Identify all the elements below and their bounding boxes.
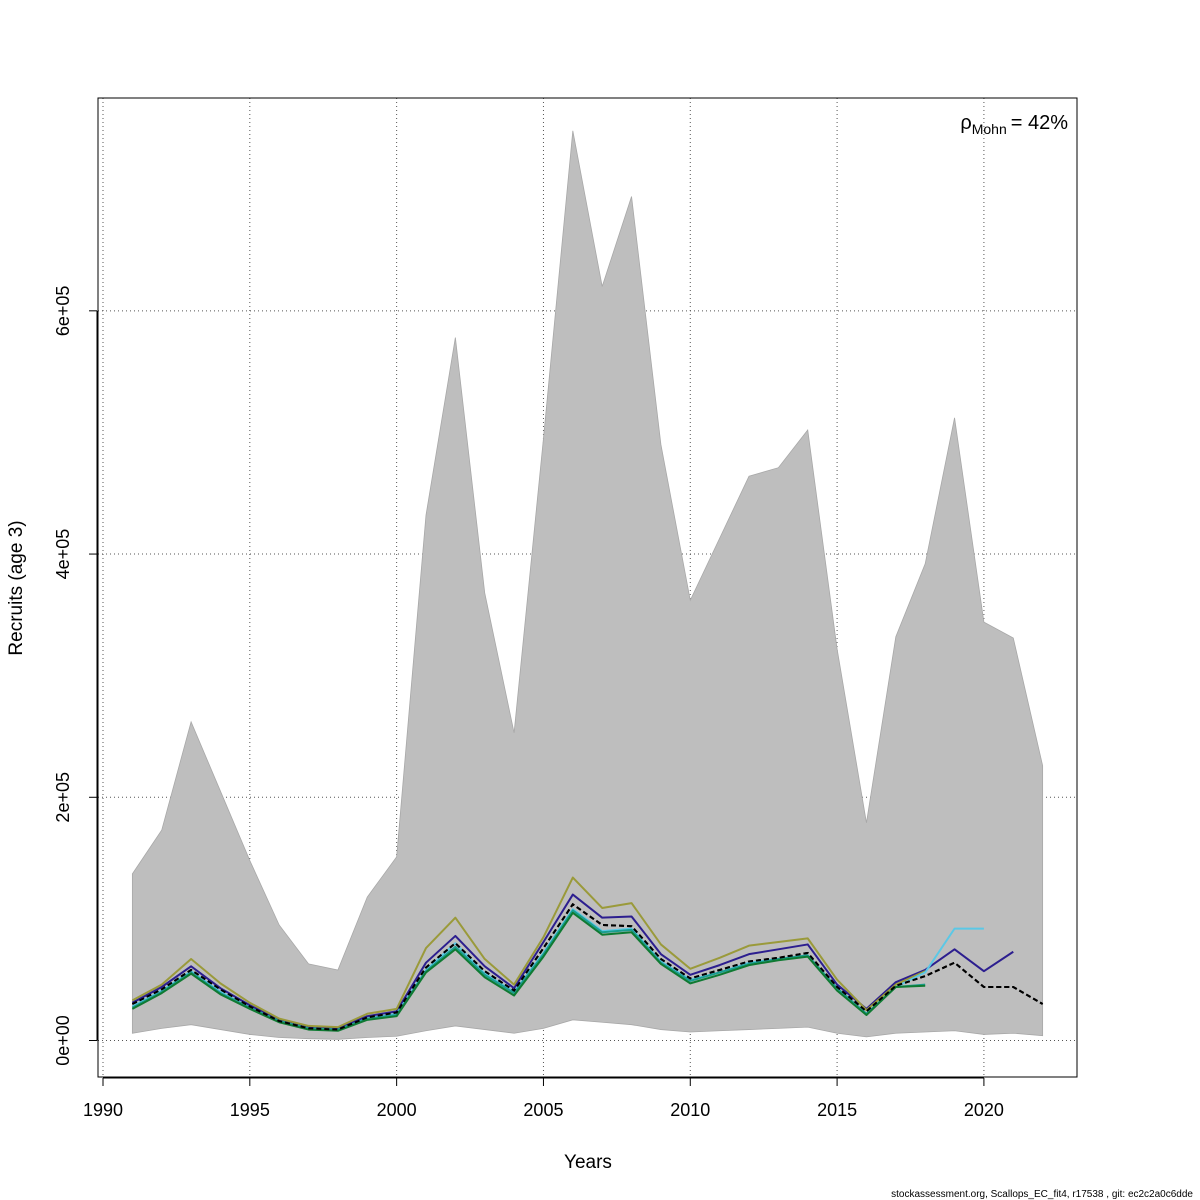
y-tick-label-2: 4e+05 (53, 529, 73, 580)
y-axis-title: Recruits (age 3) (6, 520, 27, 655)
x-tick-label-6: 2020 (964, 1100, 1004, 1120)
rho-symbol: ρ (960, 112, 971, 134)
x-tick-label-4: 2010 (670, 1100, 710, 1120)
confidence-band-area (131, 130, 1044, 1040)
footer-credit: stockassessment.org, Scallops_EC_fit4, r… (891, 1189, 1193, 1200)
series-line-5 (131, 911, 926, 1032)
x-tick-label-2: 2000 (377, 1100, 417, 1120)
y-axis: 0e+00 2e+05 4e+05 6e+05 (53, 286, 98, 1066)
rho-subscript: Mohn (972, 121, 1007, 137)
y-tick-label-3: 6e+05 (53, 286, 73, 337)
series-lines (131, 876, 1044, 1032)
x-tick-label-0: 1990 (83, 1100, 123, 1120)
x-tick-label-3: 2005 (523, 1100, 563, 1120)
x-axis: 1990 1995 2000 2005 2010 2015 2020 (83, 1077, 1004, 1120)
x-axis-title: Years (564, 1152, 612, 1173)
plot-frame (97, 97, 1078, 1078)
series-line-2 (131, 876, 926, 1029)
x-tick-label-1: 1995 (230, 1100, 270, 1120)
y-tick-label-1: 2e+05 (53, 772, 73, 823)
y-tick-label-0: 0e+00 (53, 1015, 73, 1066)
rho-value: = 42% (1011, 112, 1068, 134)
confidence-band (131, 130, 1044, 1040)
x-tick-label-5: 2015 (817, 1100, 857, 1120)
mohn-rho-annotation: ρMohn = 42% (960, 112, 1068, 137)
